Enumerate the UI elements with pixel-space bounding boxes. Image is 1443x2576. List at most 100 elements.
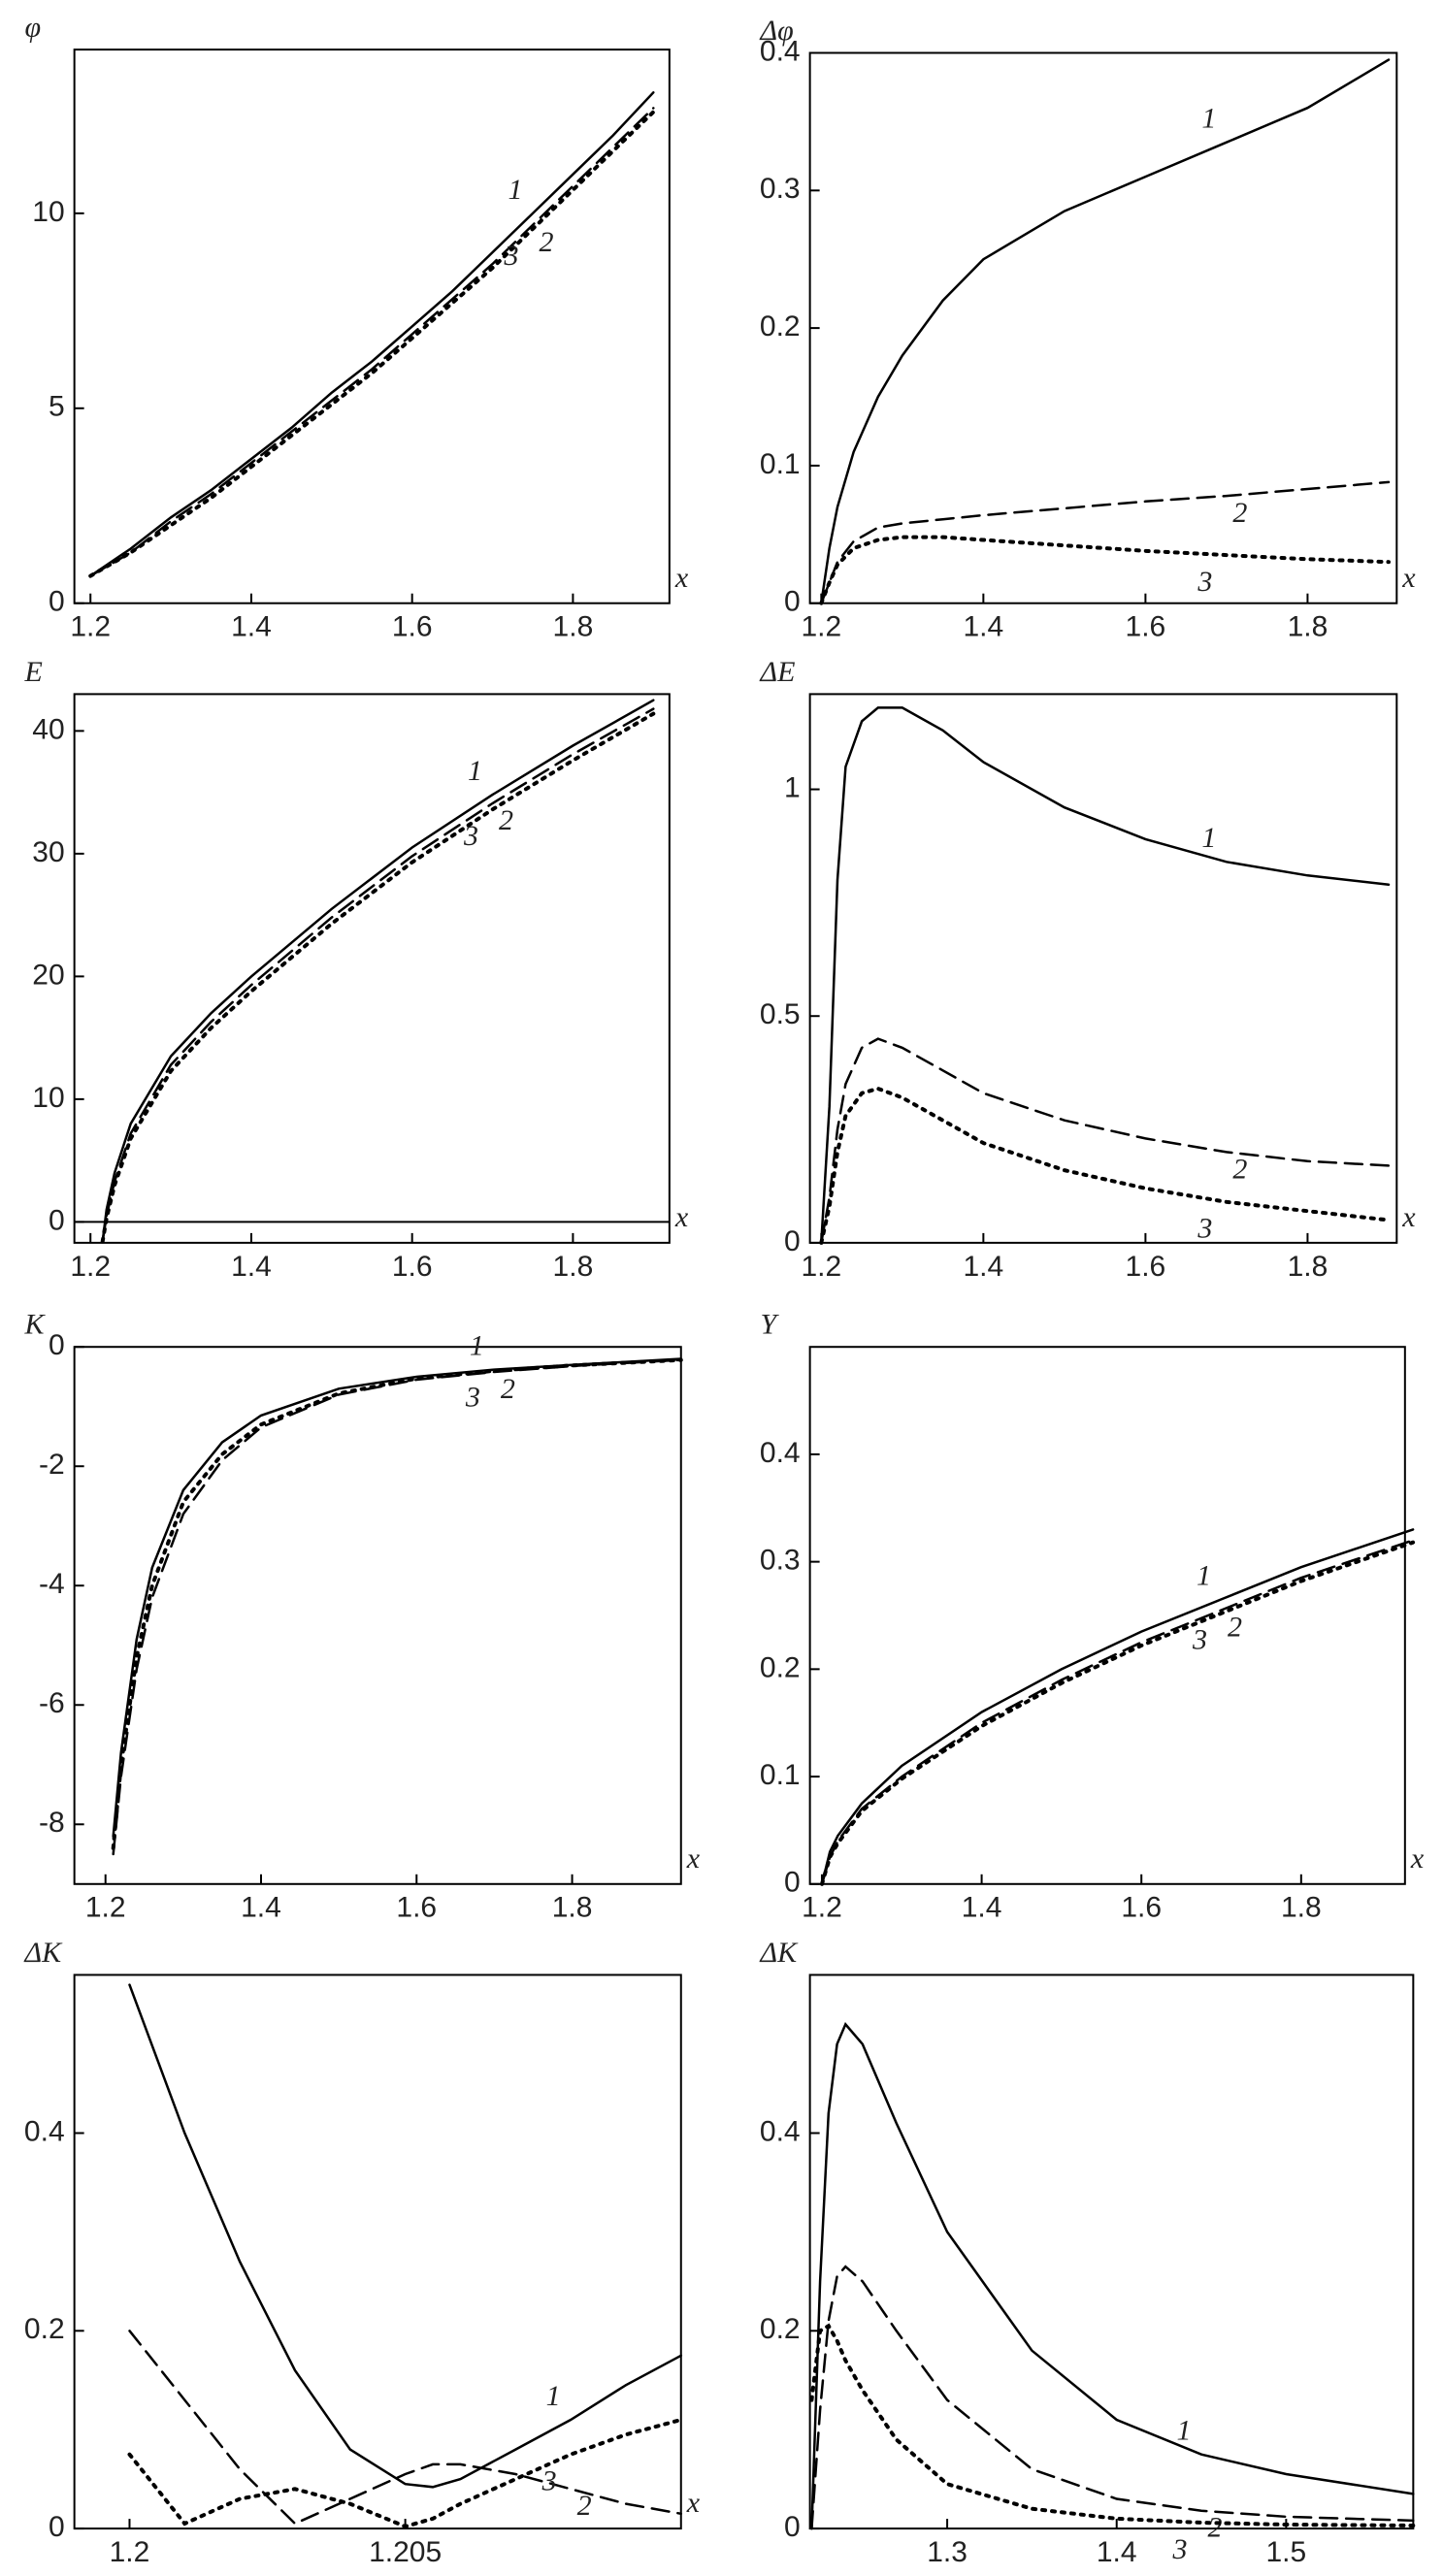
series-line — [112, 1357, 683, 1838]
series-line — [819, 535, 1391, 605]
y-tick-label: 0 — [784, 1867, 801, 1899]
x-tick-label: 1.2 — [85, 1892, 126, 1924]
x-tick-label: 1.2 — [70, 1251, 111, 1283]
plot-frame — [808, 1973, 1415, 2530]
series-line — [100, 711, 656, 1244]
series-label: 1 — [1197, 1559, 1211, 1591]
plot-frame — [808, 693, 1398, 1244]
series-label: 3 — [465, 1382, 480, 1414]
x-axis-label: x — [674, 1201, 689, 1233]
series-label: 2 — [499, 804, 513, 836]
series-label: 2 — [539, 226, 553, 258]
series-line — [128, 2330, 683, 2526]
y-tick-label: 0 — [784, 586, 801, 618]
y-tick-label: 20 — [32, 959, 64, 991]
x-tick-label: 1.4 — [963, 611, 1003, 643]
y-tick-label: -4 — [39, 1568, 65, 1600]
y-axis-label: φ — [25, 12, 42, 44]
series-label: 2 — [1208, 2512, 1223, 2544]
x-tick-label: 1.205 — [369, 2536, 442, 2568]
x-tick-label: 1.6 — [1126, 611, 1166, 643]
x-tick-label: 1.8 — [553, 1251, 594, 1283]
series-line — [127, 2418, 683, 2529]
y-tick-label: 0 — [49, 2511, 65, 2543]
y-axis-label: ΔK — [760, 1937, 800, 1969]
series-label: 3 — [463, 820, 478, 852]
y-axis-label: ΔK — [24, 1937, 64, 1969]
series-label: 1 — [468, 755, 482, 787]
x-tick-label: 1.4 — [963, 1251, 1003, 1283]
series-label: 2 — [501, 1373, 515, 1405]
series-line — [111, 1357, 683, 1850]
series-label: 1 — [1201, 822, 1216, 854]
series-label: 3 — [1197, 566, 1212, 598]
y-tick-label: 0 — [49, 1329, 65, 1361]
y-tick-label: 10 — [32, 196, 64, 228]
plot-frame — [73, 1346, 682, 1885]
y-axis-label: K — [24, 1309, 47, 1341]
series-label: 2 — [1232, 497, 1247, 529]
series-label: 3 — [1197, 1213, 1212, 1245]
series-line — [819, 1086, 1391, 1245]
x-axis-label: x — [1410, 1842, 1425, 1875]
y-tick-label: 0 — [784, 1225, 801, 1257]
series-label: 3 — [1172, 2533, 1188, 2565]
x-tick-label: 1.8 — [553, 611, 594, 643]
y-tick-label: 0.2 — [760, 2313, 801, 2345]
y-tick-label: 0.5 — [760, 998, 801, 1030]
x-tick-label: 1.2 — [802, 1892, 842, 1924]
x-tick-label: 1.5 — [1266, 2536, 1307, 2568]
series-line — [820, 1540, 1416, 1886]
x-axis-label: x — [1401, 562, 1416, 594]
y-tick-label: -6 — [39, 1687, 65, 1719]
x-tick-label: 1.6 — [396, 1892, 437, 1924]
y-axis-label: Δφ — [760, 15, 794, 47]
y-axis-label: E — [24, 656, 43, 688]
x-tick-label: 1.4 — [231, 611, 272, 643]
y-tick-label: 0.3 — [760, 173, 801, 205]
y-tick-label: 0 — [49, 1204, 65, 1236]
series-line — [820, 58, 1391, 604]
series-label: 3 — [1192, 1624, 1207, 1656]
x-axis-label: x — [1401, 1201, 1416, 1233]
plot-frame — [73, 1973, 682, 2530]
x-tick-label: 1.6 — [392, 611, 433, 643]
series-line — [88, 107, 655, 577]
plot-frame — [808, 51, 1398, 604]
y-tick-label: 0 — [49, 586, 65, 618]
series-label: 1 — [1177, 2415, 1192, 2447]
x-tick-label: 1.4 — [241, 1892, 281, 1924]
y-tick-label: 0.1 — [760, 448, 801, 480]
x-axis-label: x — [686, 2487, 701, 2519]
y-tick-label: -8 — [39, 1807, 65, 1839]
plot-frame — [73, 693, 671, 1244]
series-line — [820, 1037, 1391, 1245]
x-tick-label: 1.8 — [1288, 611, 1328, 643]
y-tick-label: 0.2 — [760, 1651, 801, 1683]
series-line — [88, 110, 656, 578]
series-line — [101, 707, 655, 1243]
y-tick-label: 1 — [784, 771, 801, 803]
x-tick-label: 1.4 — [1097, 2536, 1137, 2568]
series-line — [810, 2265, 1415, 2530]
series-label: 2 — [1232, 1153, 1247, 1185]
series-label: 2 — [1228, 1611, 1242, 1643]
y-tick-label: 0.3 — [760, 1545, 801, 1577]
series-line — [112, 1358, 683, 1856]
x-tick-label: 1.2 — [801, 611, 841, 643]
x-tick-label: 1.2 — [110, 2536, 150, 2568]
series-label: 3 — [541, 2465, 557, 2497]
y-tick-label: -2 — [39, 1449, 65, 1481]
x-tick-label: 1.4 — [962, 1892, 1002, 1924]
y-tick-label: 0.2 — [760, 310, 801, 342]
series-label: 1 — [508, 174, 522, 206]
y-tick-label: 0.1 — [760, 1759, 801, 1791]
y-tick-label: 0.4 — [760, 1437, 801, 1469]
y-axis-label: Y — [761, 1309, 780, 1341]
series-label: 1 — [470, 1329, 484, 1361]
series-label: 3 — [503, 240, 518, 272]
y-tick-label: 0.4 — [24, 2115, 65, 2147]
x-tick-label: 1.4 — [231, 1251, 272, 1283]
x-tick-label: 1.2 — [801, 1251, 841, 1283]
